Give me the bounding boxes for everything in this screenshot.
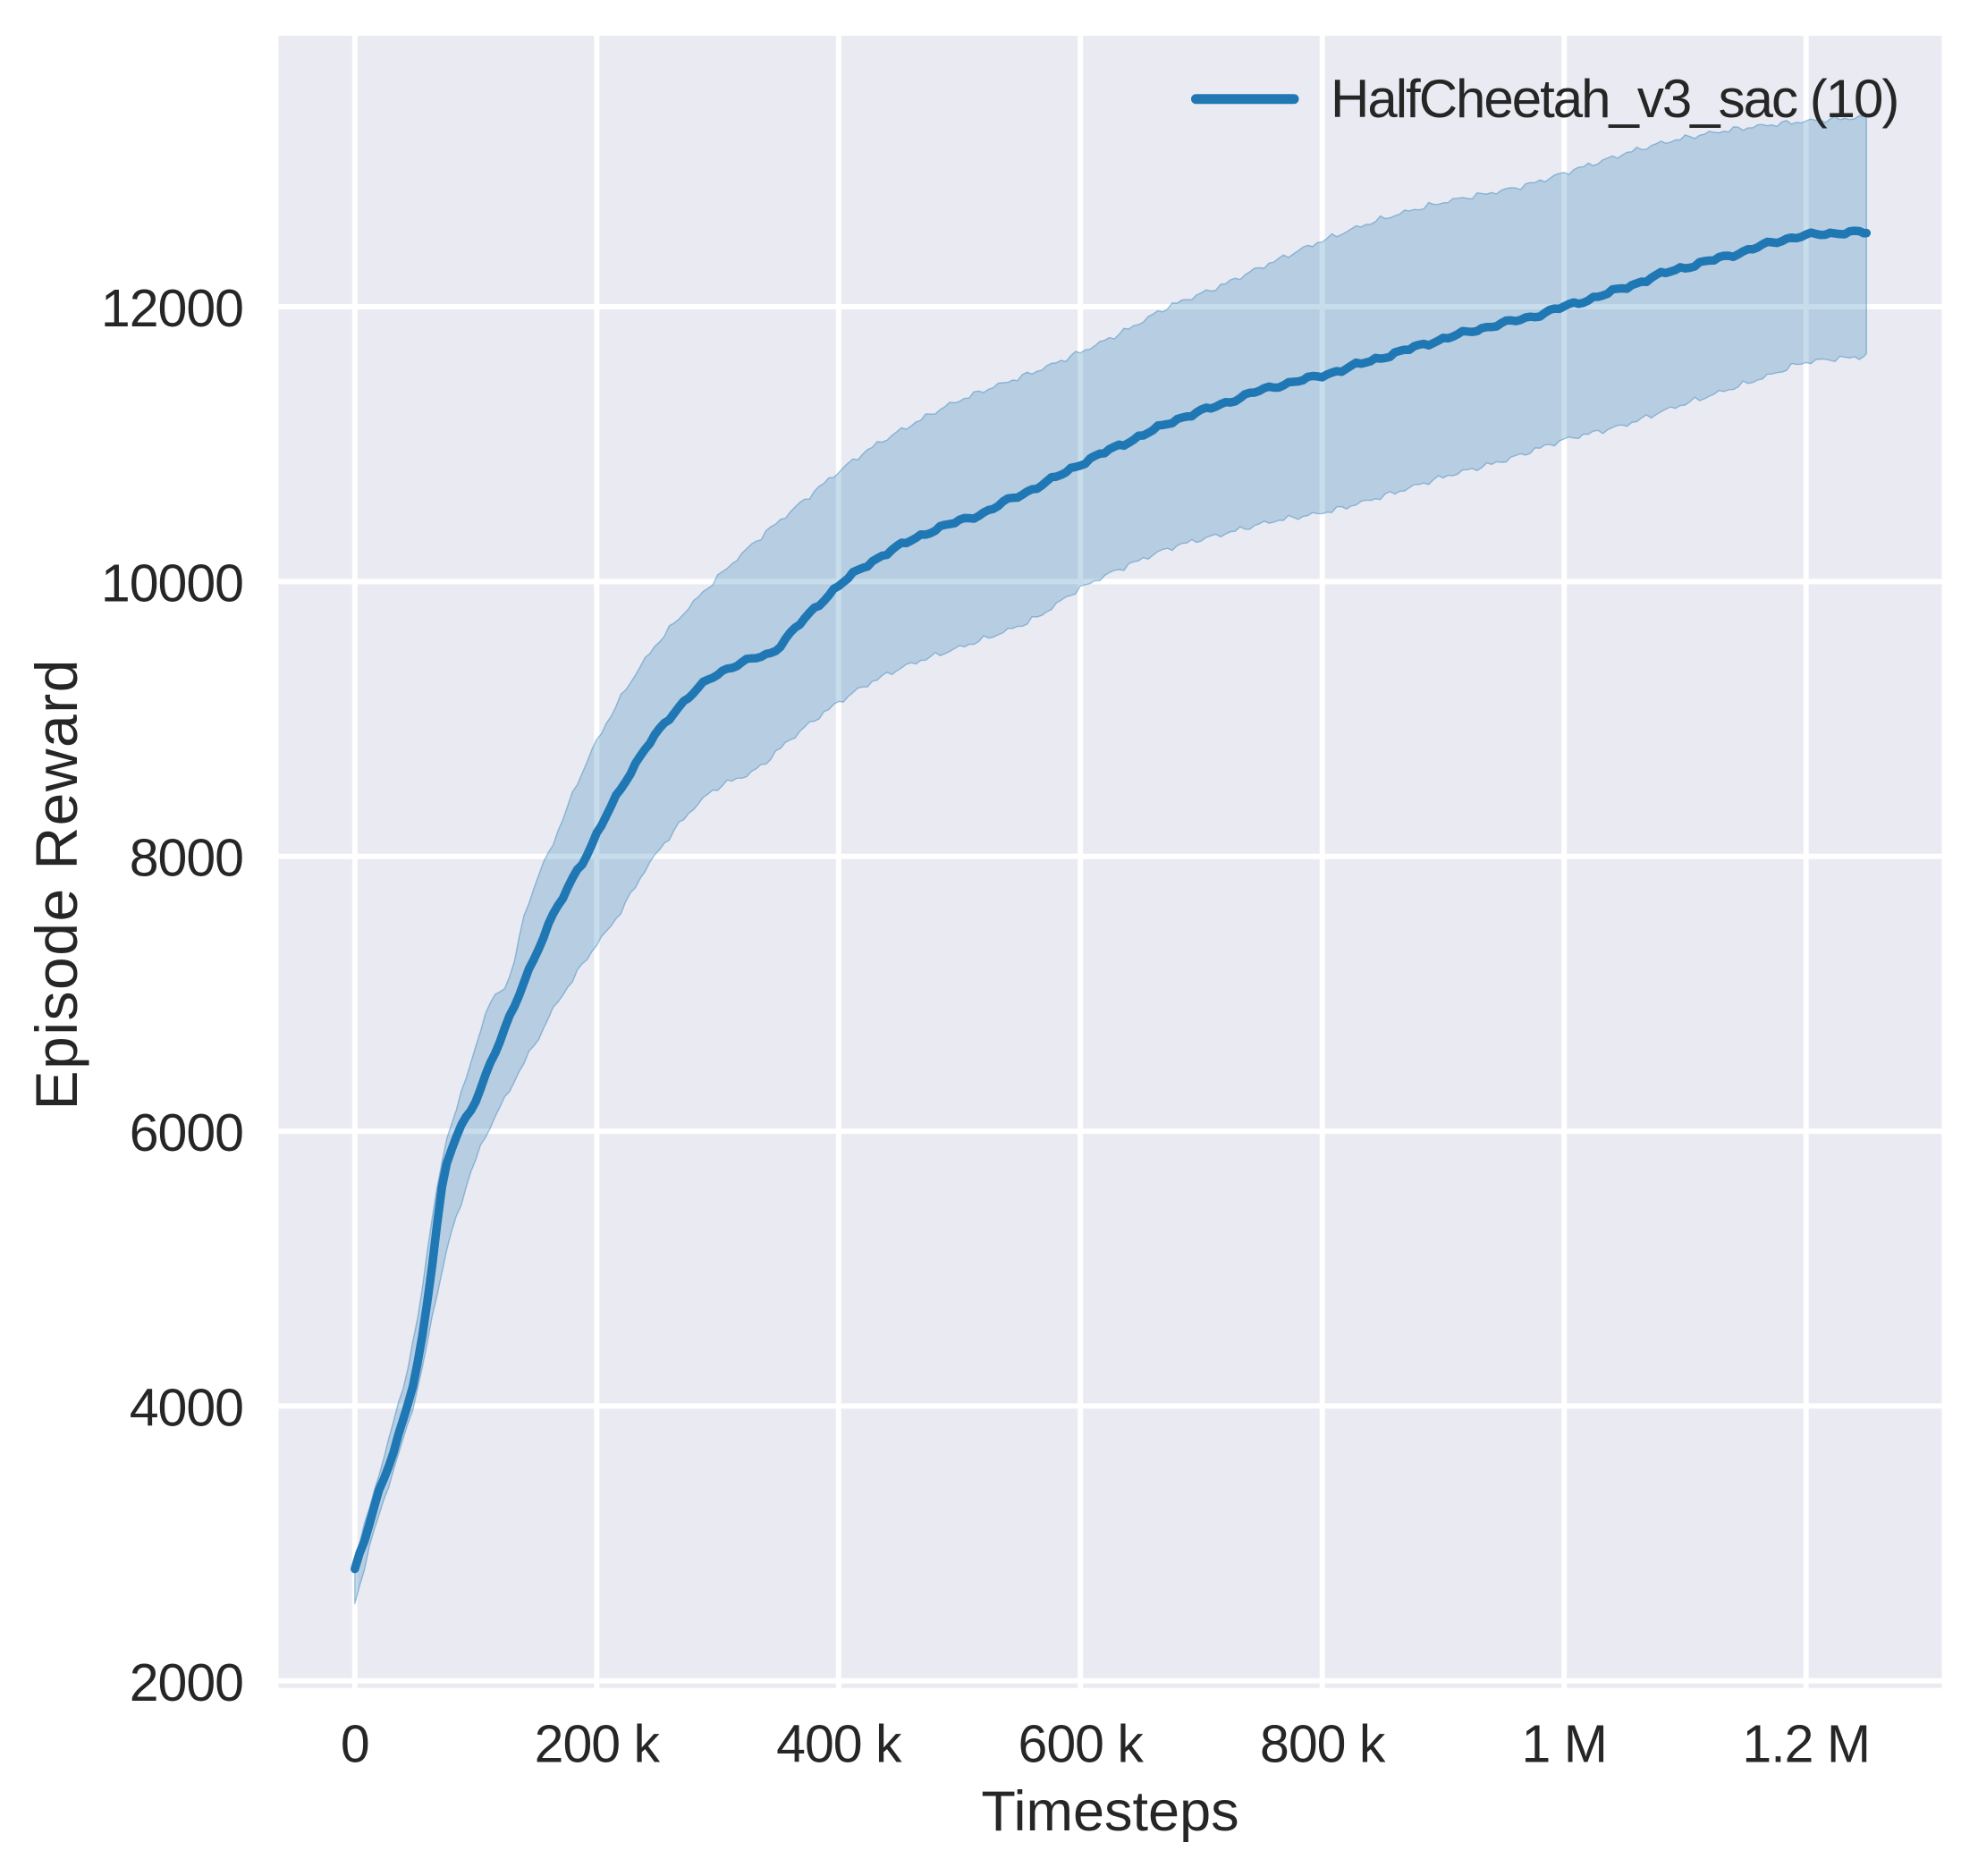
svg-text:2000: 2000 xyxy=(130,1653,243,1712)
svg-text:Episode Reward: Episode Reward xyxy=(23,658,89,1110)
svg-text:10000: 10000 xyxy=(101,554,243,613)
svg-text:12000: 12000 xyxy=(101,279,243,338)
svg-text:8000: 8000 xyxy=(130,829,243,888)
svg-text:1.2 M: 1.2 M xyxy=(1742,1715,1870,1774)
svg-text:1 M: 1 M xyxy=(1522,1715,1607,1774)
svg-text:6000: 6000 xyxy=(130,1103,243,1162)
svg-text:4000: 4000 xyxy=(130,1378,243,1437)
svg-text:0: 0 xyxy=(341,1715,369,1774)
svg-text:HalfCheetah_v3_sac (10): HalfCheetah_v3_sac (10) xyxy=(1331,69,1898,129)
svg-text:800 k: 800 k xyxy=(1260,1715,1386,1774)
svg-text:400 k: 400 k xyxy=(776,1715,902,1774)
svg-text:Timesteps: Timesteps xyxy=(981,1780,1238,1843)
svg-text:600 k: 600 k xyxy=(1019,1715,1145,1774)
svg-text:200 k: 200 k xyxy=(535,1715,661,1774)
